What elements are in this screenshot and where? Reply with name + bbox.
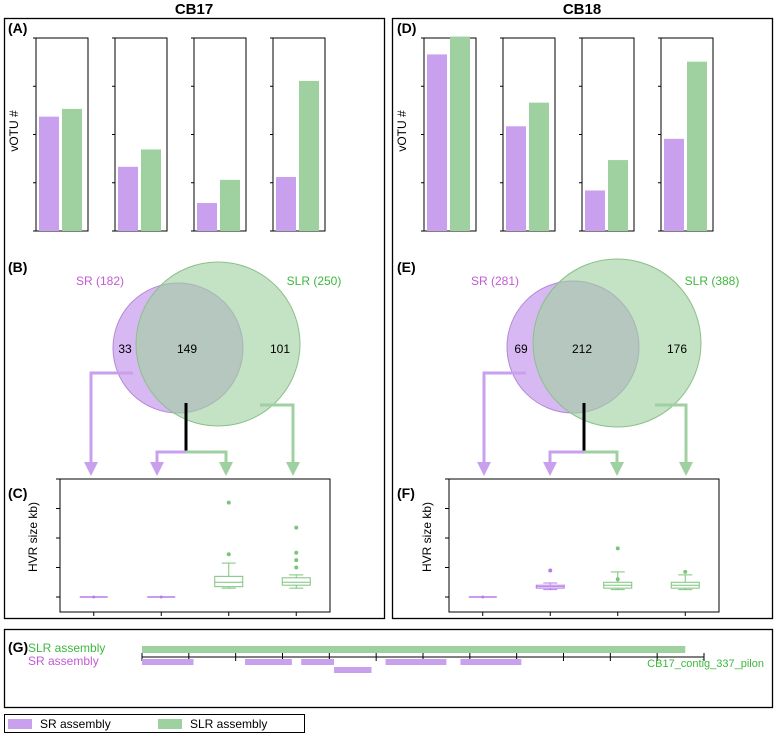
bar-sr (427, 54, 447, 231)
cb18-venn-sr-only: 69 (514, 342, 528, 356)
box-outlier (548, 568, 553, 573)
cb17-venn-slr-circle (135, 261, 301, 427)
cb17-bar-charts (33, 37, 326, 232)
cb17-venn-slr-label: SLR (250) (287, 274, 342, 288)
cb18-connector-arrows (477, 371, 693, 476)
label-d: (D) (397, 20, 416, 36)
label-b: (B) (8, 259, 27, 275)
box-iqr (214, 575, 244, 588)
bar-slr (529, 102, 549, 231)
box-outlier (226, 552, 231, 557)
bar-sr (506, 126, 526, 231)
label-f: (F) (397, 485, 415, 501)
box-outlier (294, 525, 299, 530)
legend-slr-label: SLR assembly (190, 717, 267, 731)
box-frame (448, 478, 720, 613)
contig-map (141, 646, 705, 673)
cb18-box-ylabel: HVR size kb) (420, 502, 434, 572)
contig-sr-segment (245, 659, 292, 665)
cb18-venn-shared: 212 (572, 342, 592, 356)
contig-sr-segment (301, 659, 335, 665)
label-e: (E) (397, 259, 416, 275)
box-outlier (683, 569, 688, 574)
box-iqr (281, 577, 311, 586)
bar-slr (450, 36, 470, 231)
box-outlier (294, 565, 299, 570)
bar-slr (687, 61, 707, 231)
cb18-venn-slr-only: 176 (667, 342, 687, 356)
legend-slr-swatch (158, 719, 182, 729)
contig-label: CB17_contig_337_pilon (647, 658, 764, 670)
bar-slr (220, 179, 240, 231)
bar-sr (197, 203, 217, 231)
bar-sr (585, 190, 605, 231)
cb17-venn-shared: 149 (177, 342, 197, 356)
cb18-venn-sr-label: SR (281) (471, 274, 519, 288)
cb18-box-plot (445, 478, 720, 616)
contig-sr-segment (142, 659, 194, 665)
bar-slr (62, 108, 82, 231)
box-mean-point (159, 595, 163, 599)
contig-sr-segment (334, 667, 372, 673)
cb17-box-plot (56, 478, 331, 616)
legend: SR assembly SLR assembly (4, 714, 305, 733)
box-mean-point (481, 595, 485, 599)
box-outlier (615, 577, 620, 582)
bar-slr (141, 149, 161, 231)
cb17-venn-sr-only: 33 (118, 342, 132, 356)
cb17-box-ylabel: HVR size kb) (26, 502, 40, 572)
cb17-venn-sr-label: SR (182) (76, 274, 124, 288)
box-outlier (294, 558, 299, 563)
bar-sr (664, 138, 684, 231)
bar-sr (276, 176, 296, 231)
legend-box (4, 714, 305, 733)
box-outlier (226, 500, 231, 505)
sr-row-label: SR assembly (28, 654, 99, 668)
cb18-bar-ylabel: vOTU # (395, 110, 409, 152)
legend-sr-label: SR assembly (40, 717, 111, 731)
bar-sr (39, 116, 59, 231)
box-outlier (294, 550, 299, 555)
cb17-venn: SR (182) SLR (250) 33 149 101 (76, 261, 342, 427)
cb17-bar-ylabel: vOTU # (7, 110, 21, 152)
box-frame (59, 478, 331, 613)
contig-sr-segment (385, 659, 447, 665)
label-c: (C) (8, 485, 27, 501)
cb18-frame (391, 17, 774, 620)
cb17-connector-arrows (84, 371, 300, 476)
box-mean-point (92, 595, 96, 599)
bar-slr (608, 160, 628, 231)
cb17-frame (3, 17, 386, 620)
label-a: (A) (8, 20, 27, 36)
bar-slr (299, 80, 319, 231)
cb18-venn-slr-circle (532, 258, 702, 428)
label-g: (G) (8, 639, 28, 655)
legend-sr-swatch (8, 719, 32, 729)
contig-sr-segment (460, 659, 522, 665)
cb18-venn: SR (281) SLR (388) 69 212 176 (471, 258, 740, 428)
cb18-title: CB18 (563, 1, 601, 18)
panel-g-frame (3, 628, 774, 709)
slr-row-label: SLR assembly (28, 641, 105, 655)
cb18-bar-charts (421, 36, 714, 232)
cb17-title: CB17 (175, 1, 213, 18)
cb17-venn-slr-only: 101 (270, 342, 290, 356)
bar-sr (118, 166, 138, 231)
contig-slr-segment (142, 646, 686, 653)
cb18-venn-slr-label: SLR (388) (685, 274, 740, 288)
box-outlier (615, 546, 620, 551)
